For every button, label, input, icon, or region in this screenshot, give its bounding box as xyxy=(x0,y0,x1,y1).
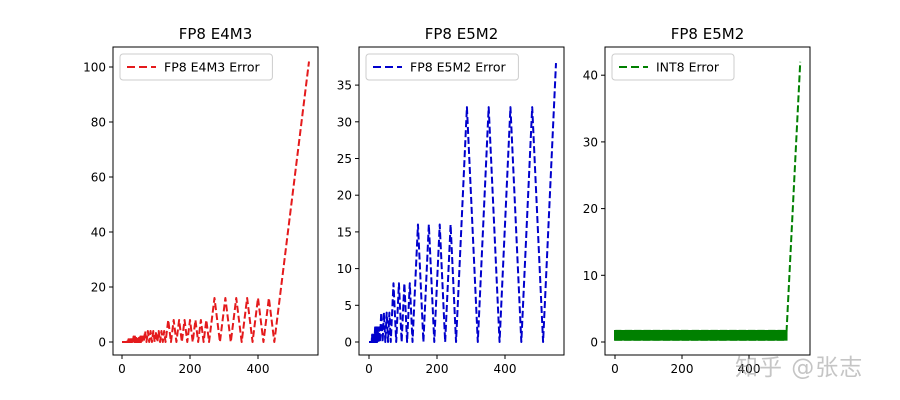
y-tick-label: 40 xyxy=(583,69,598,83)
legend: INT8 Error xyxy=(611,53,735,81)
legend: FP8 E5M2 Error xyxy=(365,53,519,81)
legend: FP8 E4M3 Error xyxy=(119,53,273,81)
x-tick-label: 400 xyxy=(494,362,517,376)
watermark: 知乎 @张志 xyxy=(735,355,864,381)
x-tick-label: 200 xyxy=(671,362,694,376)
x-tick-label: 200 xyxy=(179,362,202,376)
y-tick-label: 30 xyxy=(583,135,598,149)
chart-2: 0 200 400 0 5 10 15 20 25 30 35 FP8 E5M2 FP8 E5M2 Er… xyxy=(337,25,565,376)
chart-title: FP8 E5M2 xyxy=(425,25,499,43)
chart-title: FP8 E4M3 xyxy=(179,25,253,43)
x-tick-label: 400 xyxy=(247,362,270,376)
y-tick-label: 40 xyxy=(91,226,106,240)
y-tick-label: 15 xyxy=(337,225,352,239)
axes-frame xyxy=(604,46,811,356)
x-tick-label: 0 xyxy=(365,362,373,376)
series-line xyxy=(614,61,802,341)
axes-frame xyxy=(112,46,319,356)
y-tick-label: 0 xyxy=(344,336,352,350)
y-tick-label: 60 xyxy=(91,171,106,185)
y-tick-label: 0 xyxy=(590,336,598,350)
y-tick-label: 80 xyxy=(91,116,106,130)
y-tick-label: 25 xyxy=(337,152,352,166)
y-tick-label: 10 xyxy=(583,269,598,283)
axes-frame xyxy=(358,46,565,356)
x-tick-label: 400 xyxy=(738,362,761,376)
x-tick-label: 200 xyxy=(426,362,449,376)
series-line xyxy=(369,63,557,343)
x-tick-label: 0 xyxy=(118,362,126,376)
y-tick-label: 35 xyxy=(337,79,352,93)
chart-3: 0 200 400 0 10 20 30 40 FP8 E5M2 INT8 Error xyxy=(583,25,811,376)
legend-label: INT8 Error xyxy=(656,60,720,75)
y-tick-label: 30 xyxy=(337,115,352,129)
series-line xyxy=(122,61,310,343)
y-tick-label: 20 xyxy=(91,281,106,295)
y-tick-label: 20 xyxy=(337,189,352,203)
y-tick-label: 0 xyxy=(98,336,106,350)
legend-label: FP8 E5M2 Error xyxy=(410,60,507,75)
y-tick-label: 10 xyxy=(337,262,352,276)
x-tick-label: 0 xyxy=(611,362,619,376)
y-tick-label: 100 xyxy=(83,61,106,75)
y-tick-label: 20 xyxy=(583,202,598,216)
legend-label: FP8 E4M3 Error xyxy=(164,60,261,75)
chart-title: FP8 E5M2 xyxy=(671,25,745,43)
chart-1: 0 200 400 0 20 40 60 80 100 FP8 E4M3 FP8 E4M3 Erro… xyxy=(83,25,319,376)
y-tick-label: 5 xyxy=(344,299,352,313)
